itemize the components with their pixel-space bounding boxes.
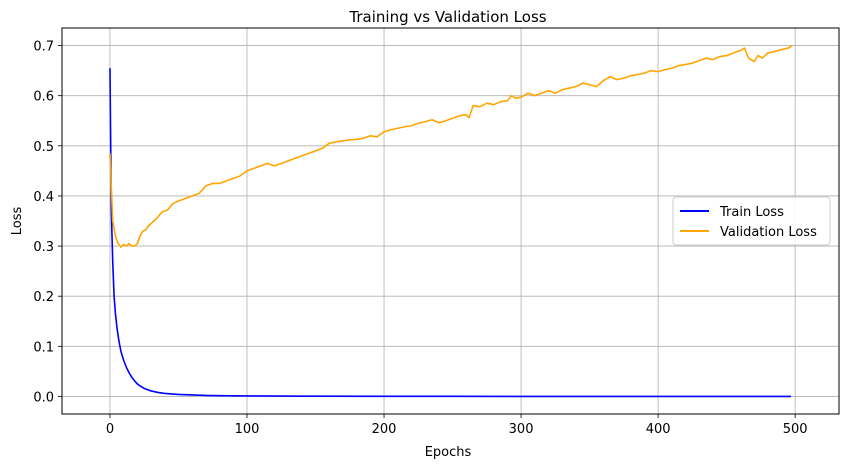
y-tick-label: 0.5 (33, 140, 54, 155)
series-lines (109, 44, 793, 398)
chart-title: Training vs Validation Loss (348, 8, 546, 26)
y-axis-ticks: 0.0 0.1 0.2 0.3 0.4 0.5 0.6 0.7 (33, 40, 62, 405)
y-axis-label: Loss (10, 207, 25, 236)
x-tick-label: 300 (509, 422, 534, 437)
y-tick-label: 0.2 (33, 290, 54, 305)
validation-loss-line (109, 44, 793, 248)
y-tick-label: 0.6 (33, 90, 54, 105)
y-tick-label: 0.0 (33, 390, 54, 405)
y-tick-label: 0.7 (33, 40, 54, 55)
y-tick-label: 0.3 (33, 240, 54, 255)
x-tick-label: 0 (106, 422, 114, 437)
y-tick-label: 0.4 (33, 190, 54, 205)
x-tick-label: 400 (646, 422, 671, 437)
legend-label-train: Train Loss (719, 205, 784, 220)
x-tick-label: 200 (372, 422, 397, 437)
legend-box (672, 196, 831, 246)
x-tick-label: 500 (783, 422, 808, 437)
x-tick-label: 100 (235, 422, 260, 437)
x-axis-label: Epochs (425, 445, 472, 460)
x-axis-ticks: 0 100 200 300 400 500 (106, 414, 808, 437)
y-tick-label: 0.1 (33, 340, 54, 355)
legend-label-validation: Validation Loss (720, 225, 817, 240)
legend: Train Loss Validation Loss (672, 196, 831, 246)
train-loss-line (109, 68, 792, 398)
plot-frame (61, 27, 840, 415)
